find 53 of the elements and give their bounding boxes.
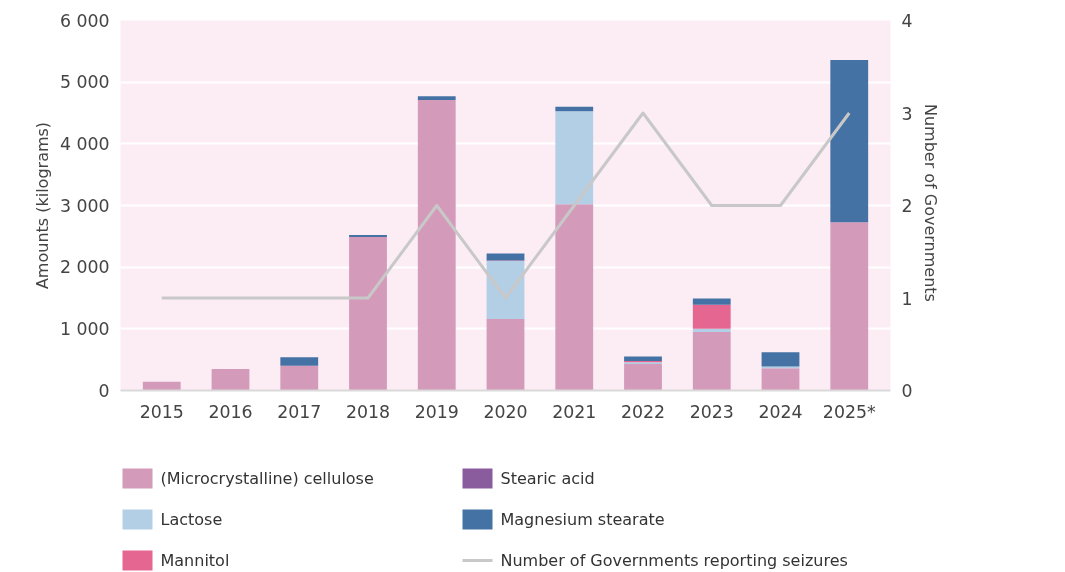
bar [211,368,250,391]
y-tick-label: 6 000 [59,10,110,31]
legend-label: Mannitol [160,551,230,570]
bar [280,365,319,391]
bar [280,357,319,366]
y2-tick-label: 0 [901,381,913,401]
legend-label: Magnesium stearate [500,510,665,529]
bar [486,253,525,261]
bar [830,59,869,223]
legend-label: Lactose [160,510,223,529]
x-tick-label: 2015 [139,401,184,422]
bar [555,111,594,205]
bar [761,352,800,367]
bar [692,298,731,305]
x-tick-label: 2023 [689,401,734,422]
y-tick-label: 0 [98,380,110,401]
bar [417,100,456,391]
bar [624,363,662,391]
y-tick-label: 2 000 [59,257,110,278]
bar [142,381,181,391]
legend-label: Number of Governments reporting seizures [500,551,848,570]
y-tick-label: 4 000 [59,133,110,154]
x-tick-label: 2025* [822,401,876,422]
y2-tick-label: 2 [901,196,913,216]
x-tick-label: 2020 [483,401,528,422]
bar [692,304,731,329]
legend-label: Stearic acid [500,469,595,488]
y-tick-label: 1 000 [59,318,110,339]
bar [692,331,731,391]
x-tick-label: 2022 [620,401,666,422]
bar [692,328,731,332]
bar [486,318,525,391]
y-tick-label: 5 000 [59,72,110,93]
y2-tick-label: 3 [901,103,913,124]
x-tick-label: 2021 [552,401,597,422]
bar [417,96,456,101]
x-tick-label: 2016 [208,401,253,422]
y2-tick-label: 1 [901,288,913,309]
x-tick-label: 2018 [345,401,391,422]
bar [830,222,869,391]
bar [761,368,800,391]
x-tick-label: 2024 [758,401,803,422]
bar [349,236,387,391]
bar [555,204,594,391]
y2-tick-label: 4 [901,11,913,31]
x-tick-label: 2017 [277,401,322,422]
legend-label: (Microcrystalline) cellulose [160,469,374,488]
bar [555,106,594,112]
y-axis-title: Amounts (kilograms) [32,121,52,290]
x-tick-label: 2019 [414,401,459,422]
y2-axis-title: Number of Governments [920,103,940,302]
y-tick-label: 3 000 [59,195,110,216]
bar [624,356,662,361]
